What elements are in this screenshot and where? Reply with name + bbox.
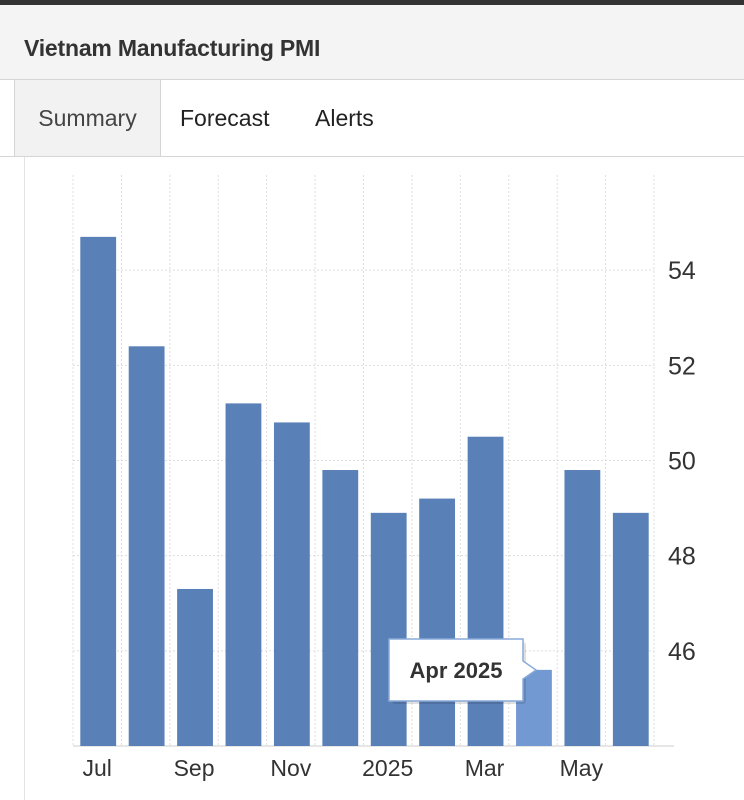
tooltip: Apr 2025: [388, 638, 538, 704]
bar-sep: [177, 588, 213, 746]
bars: [80, 236, 649, 746]
grid-lines: [72, 175, 655, 746]
x-tick-label: Nov: [270, 755, 311, 781]
x-tick-label: 2025: [362, 755, 413, 781]
bar-may: [564, 470, 601, 746]
tab-alerts[interactable]: Alerts: [315, 104, 374, 131]
y-tick-label: 54: [668, 257, 696, 285]
y-tick-label: 46: [668, 638, 696, 666]
y-tick-label: 52: [668, 352, 696, 380]
x-tick-label: Mar: [465, 755, 505, 781]
x-tick-label: May: [560, 755, 604, 781]
bar-aug: [128, 346, 165, 746]
bar-dec: [322, 470, 359, 746]
page-title: Vietnam Manufacturing PMI: [24, 35, 321, 61]
bar-jul: [80, 236, 117, 746]
pmi-bar-chart: 46 48 50 52 54 Jul Sep Nov 2025 Mar May Apr 2025: [72, 175, 696, 781]
top-bar: [0, 0, 744, 5]
x-tick-label: Sep: [174, 755, 215, 781]
x-tick-label: Jul: [83, 755, 112, 781]
bar-oct: [225, 403, 262, 746]
chart-container: 46 48 50 52 54 Jul Sep Nov 2025 Mar May Apr 2025: [24, 157, 744, 800]
tab-bar: Summary Forecast Alerts: [0, 80, 744, 157]
bar-jun: [612, 512, 649, 746]
tab-summary[interactable]: Summary: [14, 80, 161, 156]
tab-forecast[interactable]: Forecast: [180, 104, 270, 131]
bar-2025: [370, 512, 407, 746]
y-tick-label: 48: [668, 543, 696, 571]
tooltip-label: Apr 2025: [410, 658, 503, 683]
page-header: Vietnam Manufacturing PMI: [0, 5, 744, 80]
y-tick-label: 50: [668, 448, 696, 476]
tooltip-box: [388, 638, 538, 702]
bar-feb: [419, 498, 456, 746]
bar-nov: [273, 422, 310, 746]
